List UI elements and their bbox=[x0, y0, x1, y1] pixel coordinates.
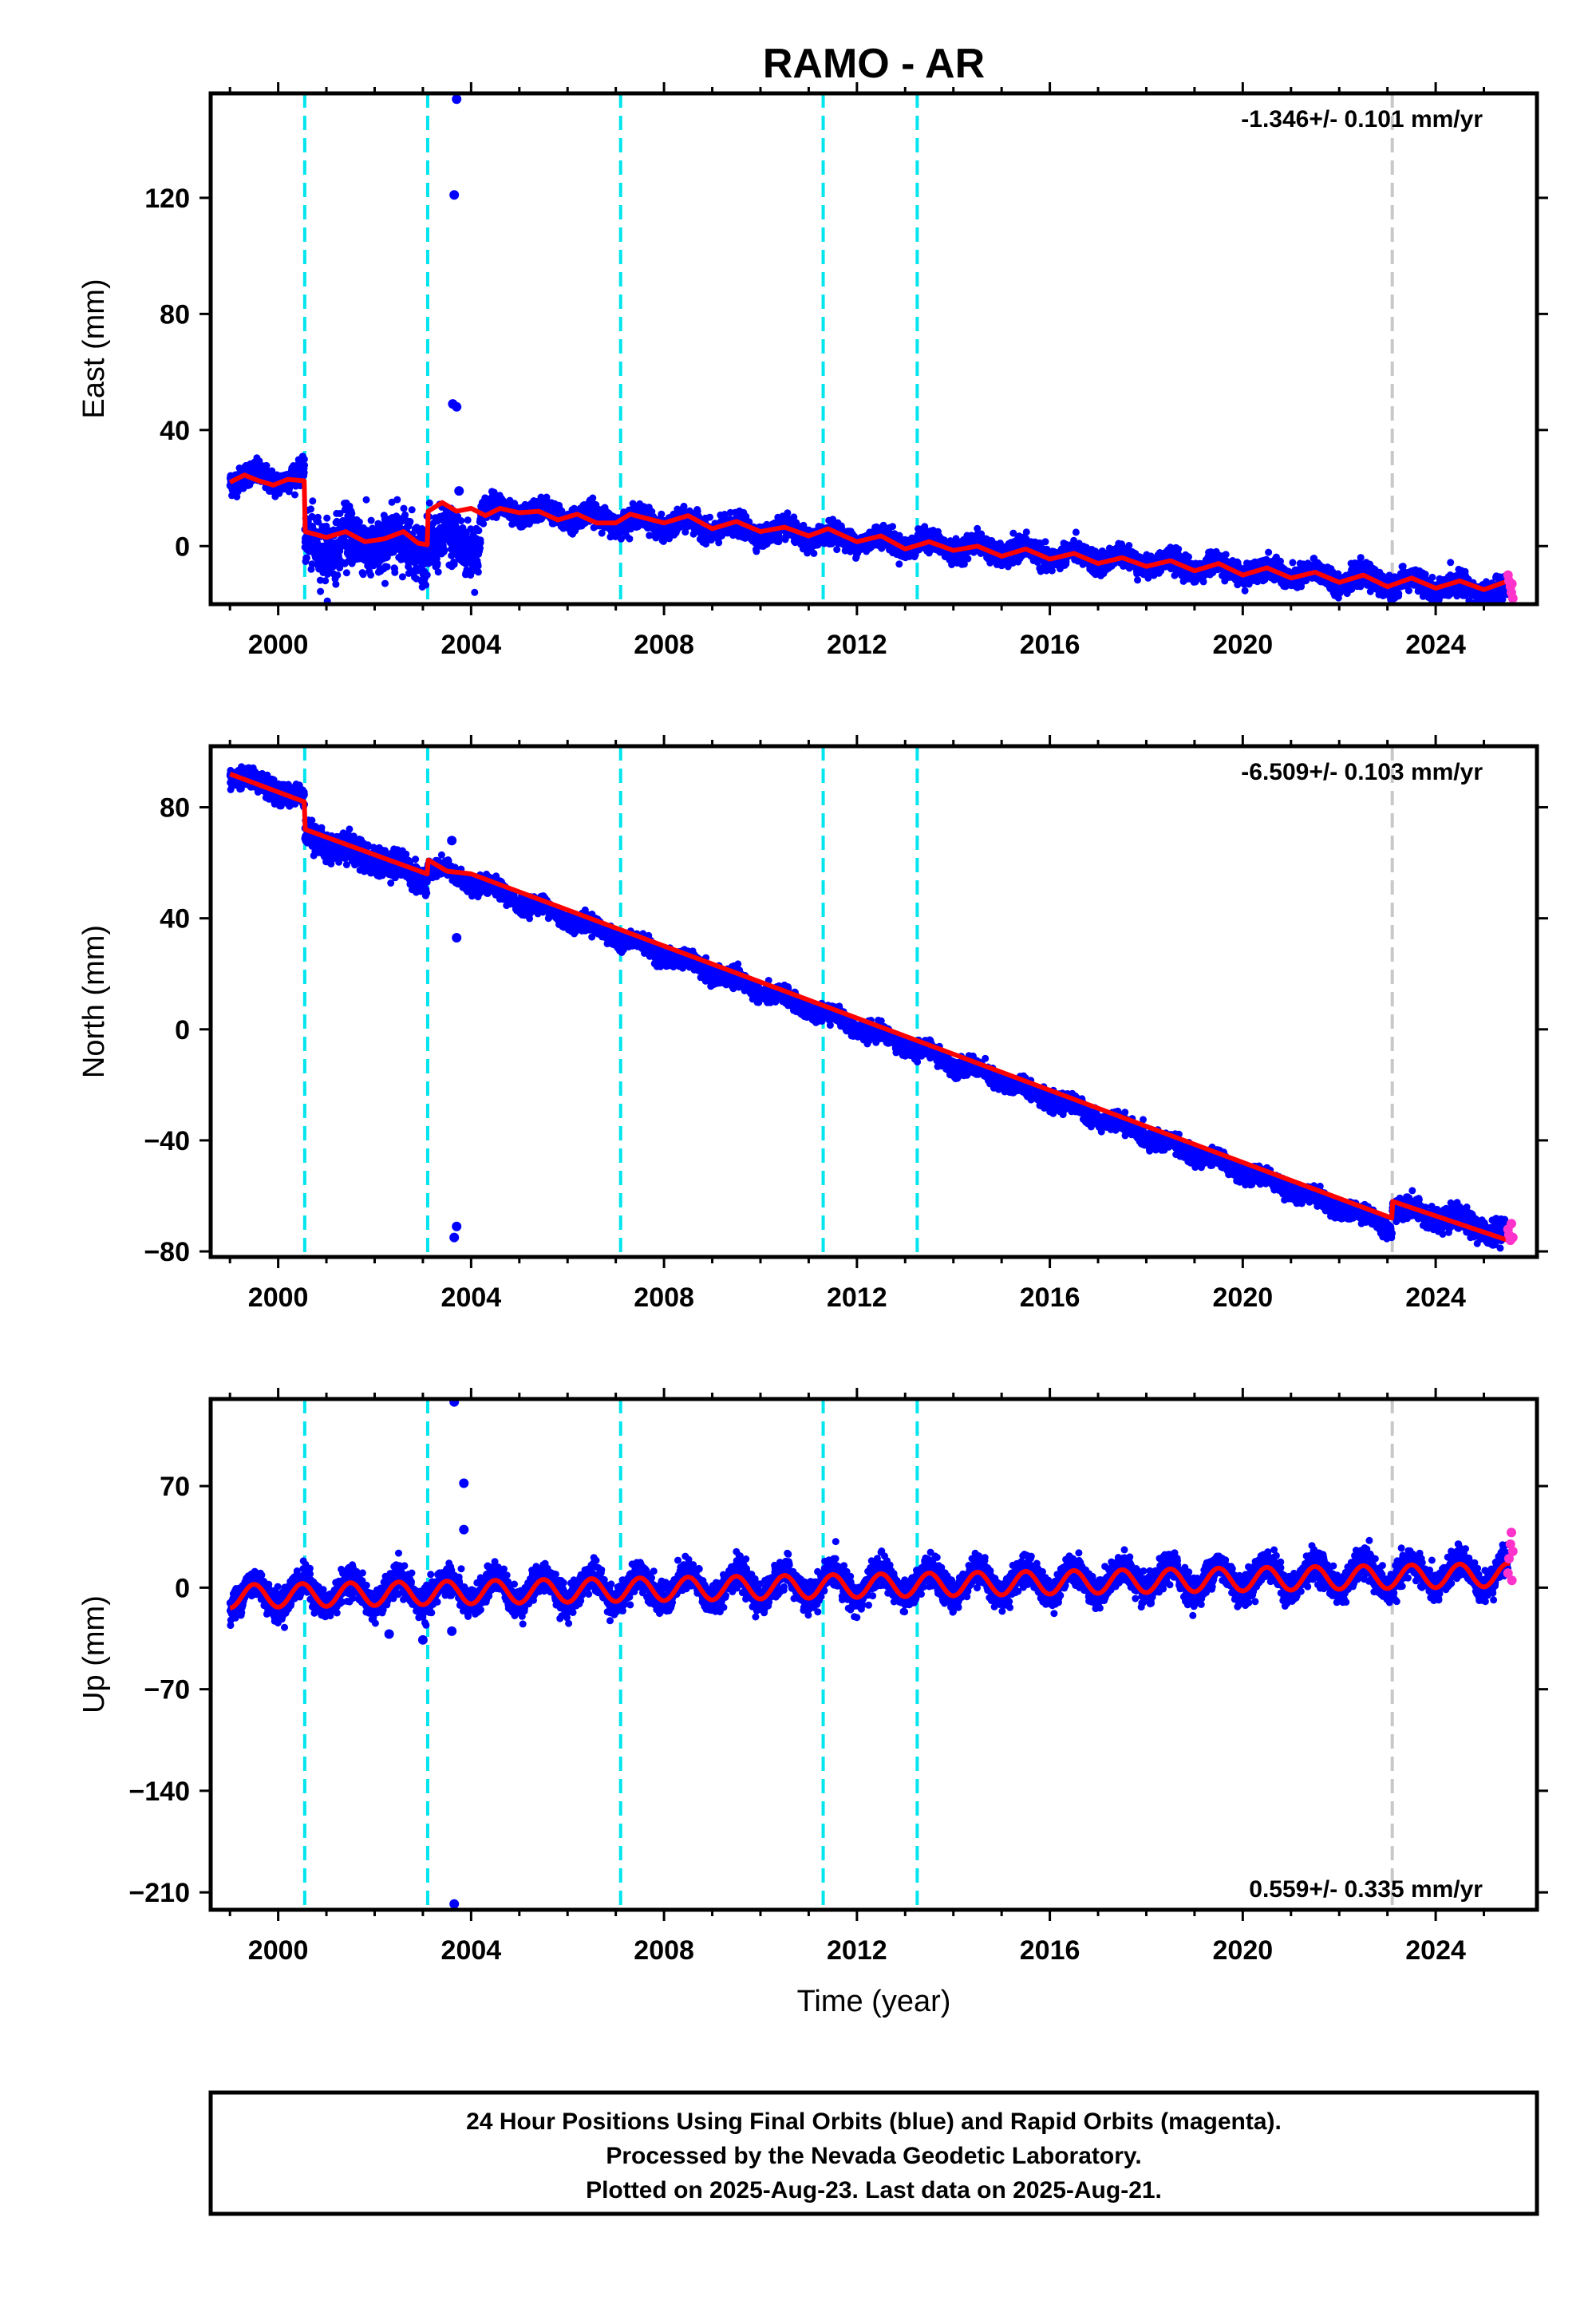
final-orbit-point bbox=[314, 518, 322, 526]
final-orbit-point bbox=[490, 488, 498, 496]
final-orbit-point bbox=[300, 468, 308, 476]
final-orbit-point bbox=[964, 555, 972, 563]
final-orbit-point bbox=[383, 563, 391, 571]
final-orbit-point bbox=[391, 568, 399, 576]
final-orbit-point bbox=[1134, 576, 1141, 584]
final-orbit-point bbox=[425, 499, 433, 507]
final-orbit-point bbox=[476, 544, 484, 552]
plot-area bbox=[226, 93, 1518, 604]
final-orbit-point bbox=[300, 455, 308, 463]
final-orbit-point bbox=[323, 514, 331, 522]
final-orbit-point bbox=[680, 502, 688, 510]
final-orbit-point bbox=[332, 580, 340, 588]
final-orbit-point bbox=[1041, 538, 1049, 546]
final-orbit-point bbox=[367, 516, 375, 524]
final-orbit-point bbox=[1072, 528, 1080, 536]
final-orbit-point bbox=[322, 577, 330, 585]
final-orbit-point bbox=[309, 497, 317, 505]
final-orbit-point bbox=[307, 505, 314, 513]
final-orbit-point bbox=[301, 461, 309, 469]
final-orbit-point bbox=[475, 527, 483, 535]
final-orbit-point bbox=[255, 457, 263, 465]
final-orbit-point bbox=[291, 491, 298, 499]
final-orbit-point bbox=[658, 510, 666, 518]
final-orbit-point bbox=[401, 511, 409, 519]
final-orbit-point bbox=[433, 559, 441, 567]
final-orbit-point bbox=[388, 498, 396, 506]
final-orbit-point bbox=[440, 547, 448, 554]
chart-title: RAMO - AR bbox=[763, 41, 985, 87]
east-panel: 2000 2004 2008 2012 2016 2020 202404080120East… bbox=[77, 82, 1548, 660]
final-orbit-point bbox=[434, 568, 442, 576]
final-orbit-point bbox=[1022, 528, 1030, 536]
final-orbit-point bbox=[776, 536, 783, 543]
final-orbit-point bbox=[895, 560, 903, 568]
final-orbit-point bbox=[810, 549, 818, 557]
final-orbit-point bbox=[715, 539, 723, 547]
final-orbit-point bbox=[317, 587, 325, 595]
final-orbit-point bbox=[348, 509, 356, 517]
final-orbit-point bbox=[334, 571, 342, 579]
final-orbit-point bbox=[889, 523, 896, 531]
final-orbit-point bbox=[646, 532, 654, 539]
final-orbit-point bbox=[308, 560, 316, 568]
final-orbit-point bbox=[355, 518, 363, 526]
final-orbit-point bbox=[589, 494, 597, 502]
final-orbit-point bbox=[833, 546, 841, 554]
final-orbit-point bbox=[423, 571, 431, 579]
final-orbit-point bbox=[393, 496, 401, 504]
final-orbit-point bbox=[342, 569, 350, 577]
final-orbit-point bbox=[381, 579, 389, 587]
final-orbit-point bbox=[471, 588, 479, 596]
final-orbit-point bbox=[476, 539, 484, 547]
final-orbit-point bbox=[408, 506, 416, 514]
final-orbit-point bbox=[1125, 542, 1133, 549]
final-orbit-point bbox=[383, 553, 391, 561]
final-orbit-point bbox=[457, 517, 465, 524]
final-orbit-point bbox=[362, 496, 370, 504]
final-orbit-point bbox=[406, 518, 414, 525]
final-orbit-point bbox=[474, 562, 482, 570]
final-orbit-point bbox=[302, 554, 310, 562]
final-orbit-point bbox=[467, 525, 475, 533]
final-orbit-point bbox=[480, 520, 488, 528]
final-orbit-point bbox=[626, 535, 634, 543]
final-orbit-point bbox=[464, 516, 472, 524]
final-orbit-point bbox=[359, 571, 367, 579]
final-orbit-point bbox=[474, 568, 482, 576]
final-orbit-point bbox=[790, 513, 798, 521]
final-orbit-point bbox=[323, 571, 331, 578]
final-orbit-point bbox=[336, 510, 344, 517]
final-orbit-point bbox=[398, 573, 406, 581]
final-orbit-point bbox=[784, 509, 792, 517]
final-orbit-point bbox=[400, 504, 408, 512]
final-orbit-point bbox=[450, 560, 458, 568]
final-orbit-point bbox=[367, 571, 375, 579]
final-orbit-point bbox=[617, 535, 625, 543]
final-orbit-point bbox=[706, 513, 713, 521]
final-orbit-point bbox=[753, 547, 760, 555]
final-orbit-point bbox=[598, 529, 606, 537]
